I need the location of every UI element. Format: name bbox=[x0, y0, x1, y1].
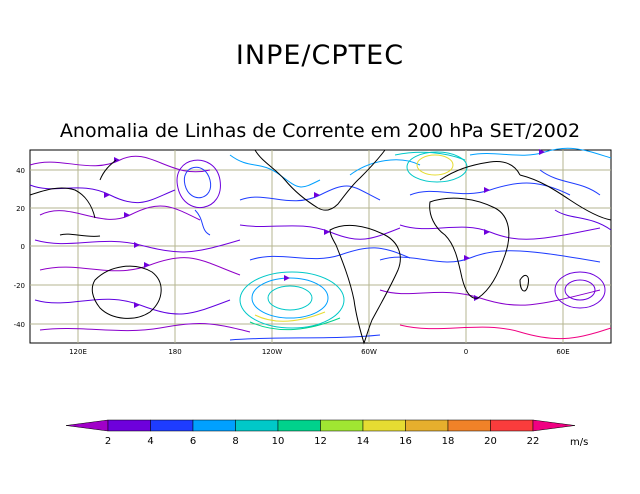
colorbar-labels: 2 4 6 8 10 12 14 16 18 20 22 bbox=[105, 436, 540, 447]
colorbar-swatch bbox=[150, 419, 194, 432]
streamline-map: 40 20 0 -20 -40 120E 180 120W 60W 0 60E bbox=[14, 147, 612, 356]
colorbar-tick-label: 8 bbox=[232, 436, 238, 447]
lon-tick: 60W bbox=[361, 348, 377, 356]
lon-tick: 120W bbox=[262, 348, 282, 356]
lon-tick: 0 bbox=[464, 348, 468, 356]
colorbar-tick-label: 22 bbox=[527, 436, 540, 447]
colorbar-swatch bbox=[405, 419, 449, 432]
lon-tick: 60E bbox=[556, 348, 569, 356]
coastlines bbox=[29, 149, 612, 345]
colorbar-tick-label: 12 bbox=[314, 436, 327, 447]
colorbar-swatch bbox=[107, 419, 151, 432]
lon-axis: 120E 180 120W 60W 0 60E bbox=[69, 348, 570, 356]
japan-coast bbox=[99, 159, 117, 181]
colorbar-swatch bbox=[320, 419, 364, 432]
wind-speed-colorbar: 2 4 6 8 10 12 14 16 18 20 22 m/s bbox=[65, 419, 588, 448]
colorbar-swatches bbox=[65, 419, 576, 432]
lat-tick: 20 bbox=[16, 205, 25, 213]
lat-tick: -20 bbox=[14, 282, 25, 290]
colorbar-tick-label: 14 bbox=[357, 436, 370, 447]
flow-arrows bbox=[104, 149, 545, 308]
north-america-coast bbox=[254, 149, 386, 211]
africa-coast bbox=[429, 197, 510, 299]
colorbar-tick-label: 2 bbox=[105, 436, 111, 447]
australia-coast bbox=[91, 265, 162, 319]
lat-tick: 40 bbox=[16, 167, 25, 175]
colorbar-swatch bbox=[447, 419, 491, 432]
colorbar-tick-label: 18 bbox=[442, 436, 455, 447]
colorbar-tick-label: 20 bbox=[484, 436, 497, 447]
colorbar-swatch bbox=[192, 419, 236, 432]
madagascar-coast bbox=[519, 274, 529, 292]
lat-axis: 40 20 0 -20 -40 bbox=[14, 167, 25, 329]
east-asia-coast bbox=[29, 187, 96, 219]
europe-coast bbox=[439, 161, 521, 181]
colorbar-swatch bbox=[362, 419, 406, 432]
graticule bbox=[30, 150, 611, 343]
colorbar-swatch bbox=[490, 419, 534, 432]
colorbar-tick-label: 6 bbox=[190, 436, 196, 447]
colorbar-arrow-low bbox=[65, 419, 109, 432]
maritime-continent bbox=[59, 233, 101, 237]
colorbar-unit: m/s bbox=[570, 437, 588, 448]
colorbar-arrow-high bbox=[532, 419, 576, 432]
lon-tick: 180 bbox=[168, 348, 181, 356]
lon-tick: 120E bbox=[69, 348, 87, 356]
colorbar-tick-label: 16 bbox=[399, 436, 412, 447]
colorbar-swatch bbox=[277, 419, 321, 432]
lat-tick: -40 bbox=[14, 321, 25, 329]
map-title: Anomalia de Linhas de Corrente em 200 hP… bbox=[59, 120, 581, 142]
south-america-coast bbox=[329, 224, 401, 345]
lat-tick: 0 bbox=[21, 243, 25, 251]
colorbar-swatch bbox=[235, 419, 279, 432]
institution-header: INPE/CPTEC bbox=[235, 40, 405, 71]
colorbar-tick-label: 10 bbox=[272, 436, 285, 447]
colorbar-tick-label: 4 bbox=[147, 436, 153, 447]
asia-coast bbox=[519, 174, 612, 221]
